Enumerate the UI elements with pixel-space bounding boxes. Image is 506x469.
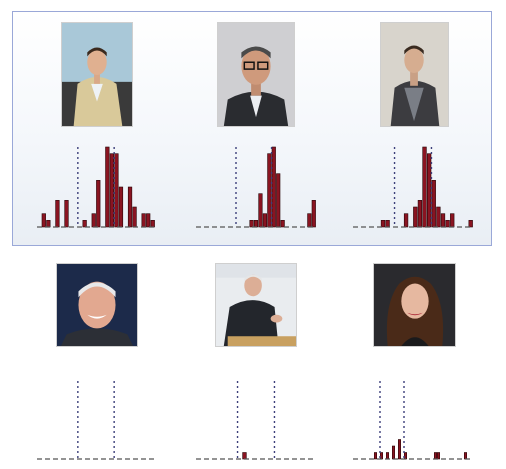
histogram-bar (436, 206, 441, 228)
histogram-bar (307, 213, 312, 228)
histogram-bar (413, 206, 418, 228)
histogram-bar (64, 200, 69, 228)
histogram-bar (249, 220, 254, 228)
histogram-bar (55, 200, 60, 228)
histogram-bar (109, 153, 114, 228)
histogram-bar (417, 200, 423, 228)
histogram-bar (150, 220, 155, 228)
histogram-bar (373, 452, 377, 460)
histogram-bar (450, 213, 455, 228)
histogram-bar (253, 220, 259, 228)
histogram-bar (379, 452, 383, 460)
histogram-bar (96, 180, 101, 228)
histogram-bar (41, 213, 46, 228)
face-photo-3 (380, 22, 449, 127)
histogram-bar (436, 452, 440, 460)
histogram-bar (258, 193, 263, 228)
histogram-bar (141, 213, 146, 228)
histogram-bar (397, 439, 401, 460)
face-photo-2 (217, 22, 295, 127)
histogram-bar (127, 186, 133, 228)
histogram-bar (132, 206, 137, 228)
histogram-bar (242, 452, 247, 460)
histogram-bar (146, 213, 151, 228)
histogram-bar (433, 452, 437, 460)
face-photo-5 (215, 263, 297, 347)
histogram-bar (431, 180, 436, 228)
face-photo-1 (61, 22, 133, 127)
histogram-bar (118, 186, 124, 228)
histogram-bar (276, 173, 281, 228)
histogram-bar (403, 452, 407, 460)
histogram-bar (422, 146, 427, 228)
histogram-bar (468, 220, 473, 228)
histogram-bar (262, 213, 267, 228)
histogram-bar (46, 220, 51, 228)
histogram-bar (385, 220, 390, 228)
histogram-bar (380, 220, 386, 228)
histogram-bar (280, 220, 285, 228)
histogram-bar (105, 146, 110, 228)
histogram-bar (267, 153, 272, 228)
histogram-bar (385, 452, 389, 460)
histogram-bar (391, 445, 395, 460)
histogram-bar (403, 213, 409, 228)
face-photo-6 (373, 263, 456, 347)
histogram-bar (82, 220, 87, 228)
histogram-bar (427, 153, 432, 228)
face-photo-4 (56, 263, 138, 347)
histogram-bar (463, 452, 467, 460)
histogram-bar (311, 200, 316, 228)
histogram-bar (114, 153, 119, 228)
histogram-bar (445, 220, 450, 228)
histogram-bar (91, 213, 96, 228)
histogram-bar (440, 213, 446, 228)
histogram-bar (271, 146, 276, 228)
